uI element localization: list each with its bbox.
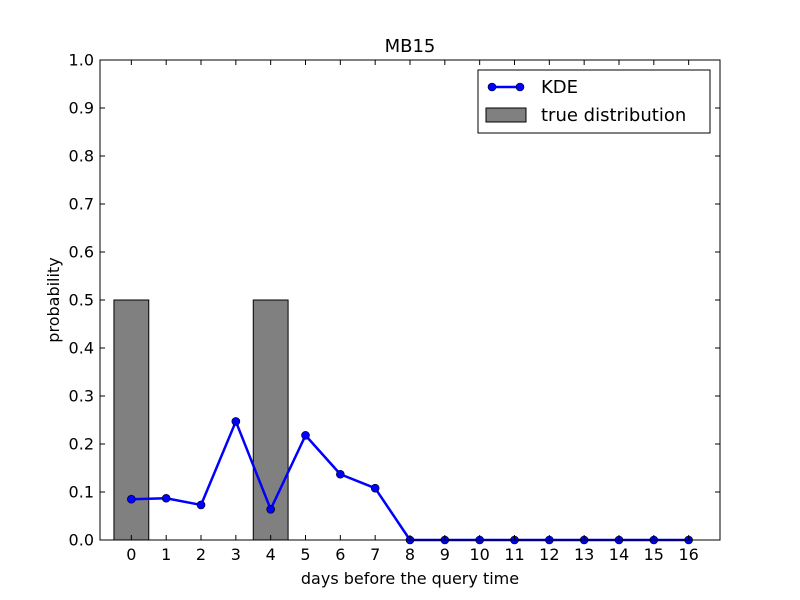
x-tick-label: 13 [574,545,594,564]
x-tick-label: 15 [644,545,664,564]
legend: KDE true distribution [477,69,711,134]
kde-point [231,417,241,426]
kde-point [196,500,206,510]
ticks-layer: 0.00.10.20.30.40.50.60.70.80.91.00 1 2 3 4 5 6… [69,51,720,564]
x-tick-label: 3 [231,545,241,564]
legend-kde-label: KDE [541,77,578,98]
x-tick-label: 5 [300,545,310,564]
chart-title: MB15 [385,36,436,57]
kde-point [127,494,136,504]
x-tick-label: 11 [504,545,524,564]
y-tick-label: 0.3 [69,387,94,406]
true-distribution-bar [113,299,150,541]
legend-true-distribution-label: true distribution [541,105,686,126]
x-tick-label: 8 [405,545,415,564]
y-tick-label: 0.6 [69,243,94,262]
x-tick-label: 9 [440,545,450,564]
legend-true-distribution-swatch [485,107,527,123]
x-axis-label: days before the query time [301,569,519,588]
y-tick-label: 0.9 [69,99,94,118]
y-tick-label: 0.5 [69,291,94,310]
y-tick-label: 0.1 [69,483,94,502]
legend-kde-marker [515,82,525,92]
x-tick-label: 16 [678,545,698,564]
x-tick-label: 6 [335,545,345,564]
y-axis-label: probability [44,257,63,342]
true-distribution-bar [252,299,289,541]
x-tick-label: 12 [539,545,559,564]
x-tick-label: 14 [609,545,629,564]
x-tick-label: 0 [126,545,136,564]
x-tick-label: 2 [196,545,206,564]
kde-point [370,483,380,493]
legend-kde-marker [487,82,497,92]
y-tick-label: 0.7 [69,195,94,214]
y-tick-label: 0.2 [69,435,94,454]
bars-layer [113,299,289,541]
y-tick-label: 0.0 [69,531,94,550]
kde-point [301,431,310,440]
y-tick-label: 1.0 [69,51,94,70]
y-tick-label: 0.8 [69,147,94,166]
x-tick-label: 10 [469,545,489,564]
plot-area-frame [99,59,721,541]
kde-line [131,420,689,542]
x-tick-label: 4 [266,545,276,564]
y-tick-label: 0.4 [69,339,94,358]
kde-point [336,469,345,479]
lines-layer [127,417,693,545]
x-tick-label: 7 [370,545,380,564]
kde-point [266,504,275,514]
x-tick-label: 1 [161,545,171,564]
kde-point [161,493,171,503]
